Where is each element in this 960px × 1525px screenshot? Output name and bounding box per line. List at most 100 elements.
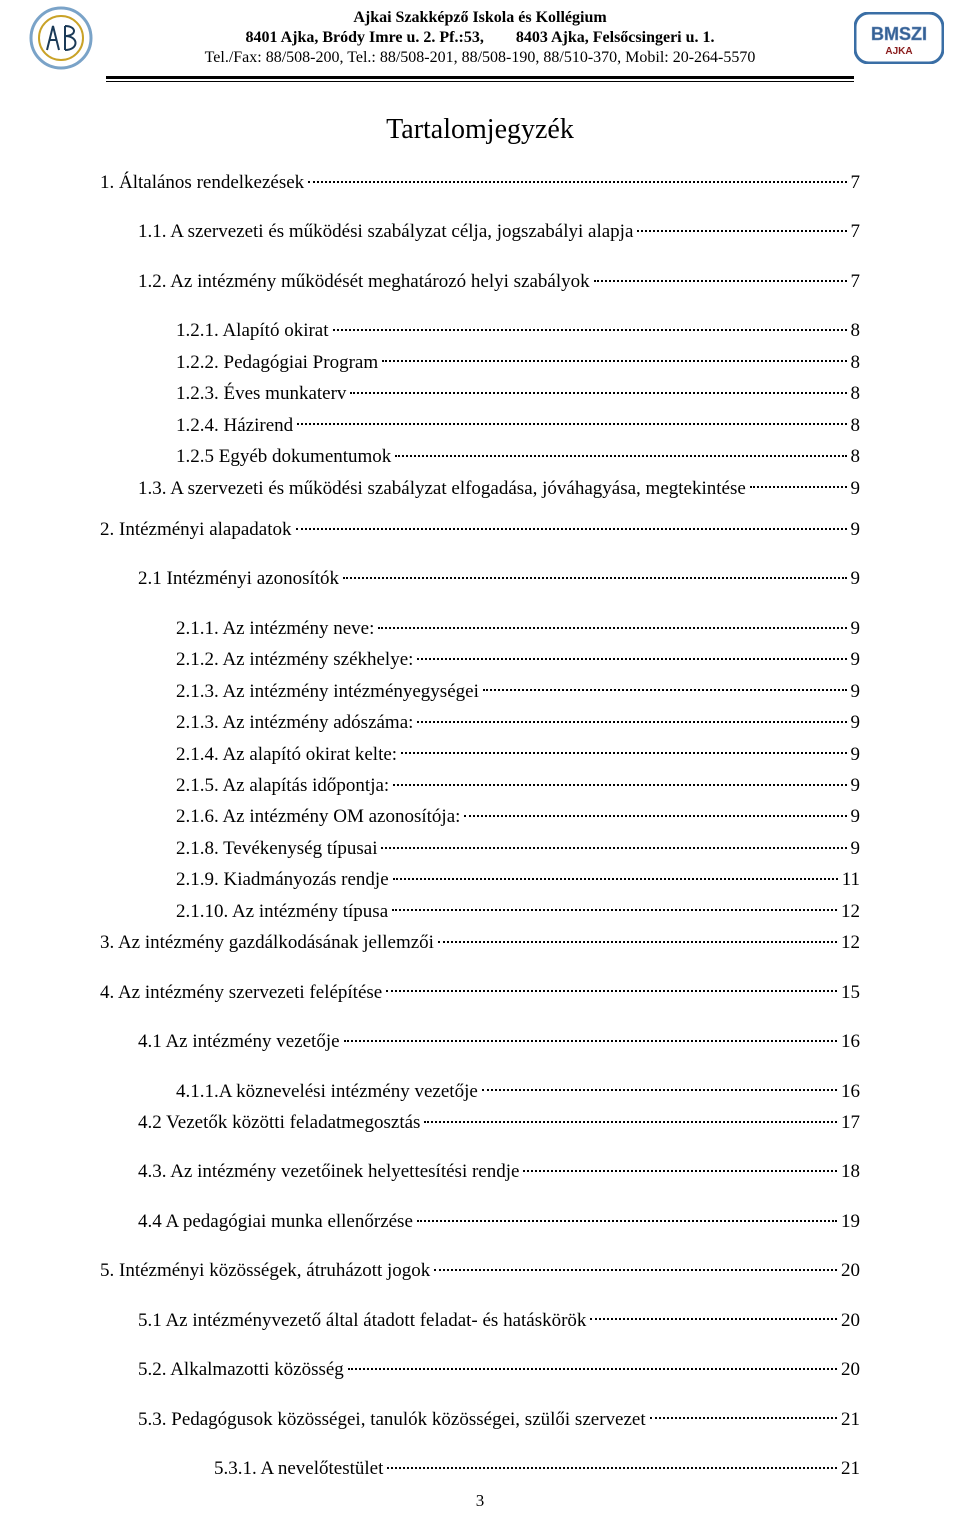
toc-entry-label: 2.1.6. Az intézmény OM azonosítója: xyxy=(176,802,460,831)
bmszi-logo-text: BMSZI xyxy=(871,24,927,44)
toc-entry-label: 2. Intézményi alapadatok xyxy=(100,515,292,544)
toc-entry-page: 21 xyxy=(841,1405,860,1434)
toc-entry: 5.3.1. A nevelőtestület 21 xyxy=(100,1454,860,1483)
header-address-line: 8401 Ajka, Bródy Imre u. 2. Pf.:53, 8403… xyxy=(106,28,854,48)
toc-entry-page: 8 xyxy=(851,379,861,408)
toc-entry-page: 15 xyxy=(841,978,860,1007)
toc-leader-dots xyxy=(392,898,837,917)
toc-entry: 5.1 Az intézményvezető által átadott fel… xyxy=(100,1306,860,1335)
toc-leader-dots xyxy=(401,741,846,760)
toc-entry-page: 9 xyxy=(851,645,861,674)
toc-entry-page: 19 xyxy=(841,1207,860,1236)
toc-spacer xyxy=(100,1387,860,1405)
toc-entry-label: 4.2 Vezetők közötti feladatmegosztás xyxy=(138,1108,420,1137)
toc-entry-page: 9 xyxy=(851,771,861,800)
toc-spacer xyxy=(100,1436,860,1454)
toc-entry-label: 2.1.9. Kiadmányozás rendje xyxy=(176,865,389,894)
toc-entry: 1.2.1. Alapító okirat 8 xyxy=(100,316,860,345)
toc-leader-dots xyxy=(482,1078,837,1097)
toc-entry-page: 20 xyxy=(841,1256,860,1285)
toc-entry-page: 9 xyxy=(851,740,861,769)
toc-leader-dots xyxy=(382,349,846,368)
toc-title: Tartalomjegyzék xyxy=(100,114,860,146)
toc-entry: 4.2 Vezetők közötti feladatmegosztás 17 xyxy=(100,1108,860,1137)
toc-leader-dots xyxy=(438,929,837,948)
toc-entry-page: 8 xyxy=(851,442,861,471)
toc-spacer xyxy=(100,1139,860,1157)
toc-entry-label: 2.1.10. Az intézmény típusa xyxy=(176,897,388,926)
toc-spacer xyxy=(100,1238,860,1256)
toc-entry-label: 4.1 Az intézmény vezetője xyxy=(138,1027,340,1056)
toc-entry-label: 4.4 A pedagógiai munka ellenőrzése xyxy=(138,1207,413,1236)
toc-entry: 2. Intézményi alapadatok9 xyxy=(100,515,860,544)
toc-spacer xyxy=(100,1288,860,1306)
header-text-block: Ajkai Szakképző Iskola és Kollégium 8401… xyxy=(106,8,854,68)
toc-spacer xyxy=(100,298,860,316)
toc-leader-dots xyxy=(344,1028,837,1047)
toc-entry: 4.1 Az intézmény vezetője 16 xyxy=(100,1027,860,1056)
toc-entry-label: 3. Az intézmény gazdálkodásának jellemző… xyxy=(100,928,434,957)
toc-spacer xyxy=(100,1337,860,1355)
toc-spacer xyxy=(100,505,860,515)
header-rule-thick xyxy=(106,76,854,79)
page: Ajkai Szakképző Iskola és Kollégium 8401… xyxy=(0,0,960,1525)
toc-leader-dots xyxy=(386,979,837,998)
toc-entry: 2.1.1. Az intézmény neve:9 xyxy=(100,614,860,643)
school-crest-icon xyxy=(16,6,106,70)
toc-entry-label: 2.1.5. Az alapítás időpontja: xyxy=(176,771,389,800)
toc-entry-page: 8 xyxy=(851,316,861,345)
toc-entry-page: 20 xyxy=(841,1306,860,1335)
toc-entry-page: 20 xyxy=(841,1355,860,1384)
toc-entry-label: 1. Általános rendelkezések xyxy=(100,168,304,197)
toc-leader-dots xyxy=(417,709,846,728)
toc-leader-dots xyxy=(378,615,846,634)
toc-entry: 2.1.3. Az intézmény adószáma:9 xyxy=(100,708,860,737)
page-number: 3 xyxy=(0,1491,960,1511)
toc-entry-label: 1.2.1. Alapító okirat xyxy=(176,316,329,345)
toc-entry: 5. Intézményi közösségek, átruházott jog… xyxy=(100,1256,860,1285)
toc-entry-page: 7 xyxy=(851,217,861,246)
toc-entry-page: 8 xyxy=(851,411,861,440)
bmszi-logo-sub: AJKA xyxy=(885,46,912,57)
toc-entry-label: 2.1.4. Az alapító okirat kelte: xyxy=(176,740,397,769)
toc-entry: 1.1. A szervezeti és működési szabályzat… xyxy=(100,217,860,246)
toc-entry-label: 1.1. A szervezeti és működési szabályzat… xyxy=(138,217,633,246)
toc-leader-dots xyxy=(434,1257,837,1276)
toc-entry-page: 21 xyxy=(841,1454,860,1483)
toc-spacer xyxy=(100,1009,860,1027)
toc-leader-dots xyxy=(348,1356,837,1375)
toc-entry: 1.3. A szervezeti és működési szabályzat… xyxy=(100,474,860,503)
toc-spacer xyxy=(100,960,860,978)
toc-entry-page: 12 xyxy=(841,897,860,926)
toc-entry-page: 11 xyxy=(842,865,860,894)
bmszi-logo-icon: BMSZI AJKA xyxy=(854,12,944,64)
toc-entry-page: 9 xyxy=(851,474,861,503)
toc-entry-page: 16 xyxy=(841,1027,860,1056)
toc-entry: 2.1.3. Az intézmény intézményegységei9 xyxy=(100,677,860,706)
toc-entry: 2.1.6. Az intézmény OM azonosítója:9 xyxy=(100,802,860,831)
toc-entry-label: 5.2. Alkalmazotti közösség xyxy=(138,1355,344,1384)
toc-leader-dots xyxy=(333,317,847,336)
toc-entry-page: 7 xyxy=(851,267,861,296)
toc-entry-label: 1.2.2. Pedagógiai Program xyxy=(176,348,378,377)
toc-entry: 5.2. Alkalmazotti közösség 20 xyxy=(100,1355,860,1384)
toc-entry-label: 5.3.1. A nevelőtestület xyxy=(214,1454,383,1483)
toc-entry: 3. Az intézmény gazdálkodásának jellemző… xyxy=(100,928,860,957)
toc-entry: 2.1 Intézményi azonosítók9 xyxy=(100,564,860,593)
toc-entry-page: 12 xyxy=(841,928,860,957)
toc-leader-dots xyxy=(387,1455,837,1474)
toc-entry-label: 2.1 Intézményi azonosítók xyxy=(138,564,339,593)
toc-entry-page: 16 xyxy=(841,1077,860,1106)
toc-entry-label: 4.1.1.A köznevelési intézmény vezetője xyxy=(176,1077,478,1106)
header-address-right: 8403 Ajka, Felsőcsingeri u. 1. xyxy=(516,29,715,46)
toc-entry-page: 17 xyxy=(841,1108,860,1137)
toc-entry-label: 1.3. A szervezeti és működési szabályzat… xyxy=(138,474,746,503)
header-row: Ajkai Szakképző Iskola és Kollégium 8401… xyxy=(16,6,944,70)
toc-leader-dots xyxy=(297,412,846,431)
toc-entry-label: 2.1.1. Az intézmény neve: xyxy=(176,614,374,643)
toc-entry-page: 9 xyxy=(851,677,861,706)
toc-entry: 2.1.8. Tevékenység típusai9 xyxy=(100,834,860,863)
toc-leader-dots xyxy=(483,678,847,697)
toc-spacer xyxy=(100,1059,860,1077)
toc-leader-dots xyxy=(523,1158,837,1177)
